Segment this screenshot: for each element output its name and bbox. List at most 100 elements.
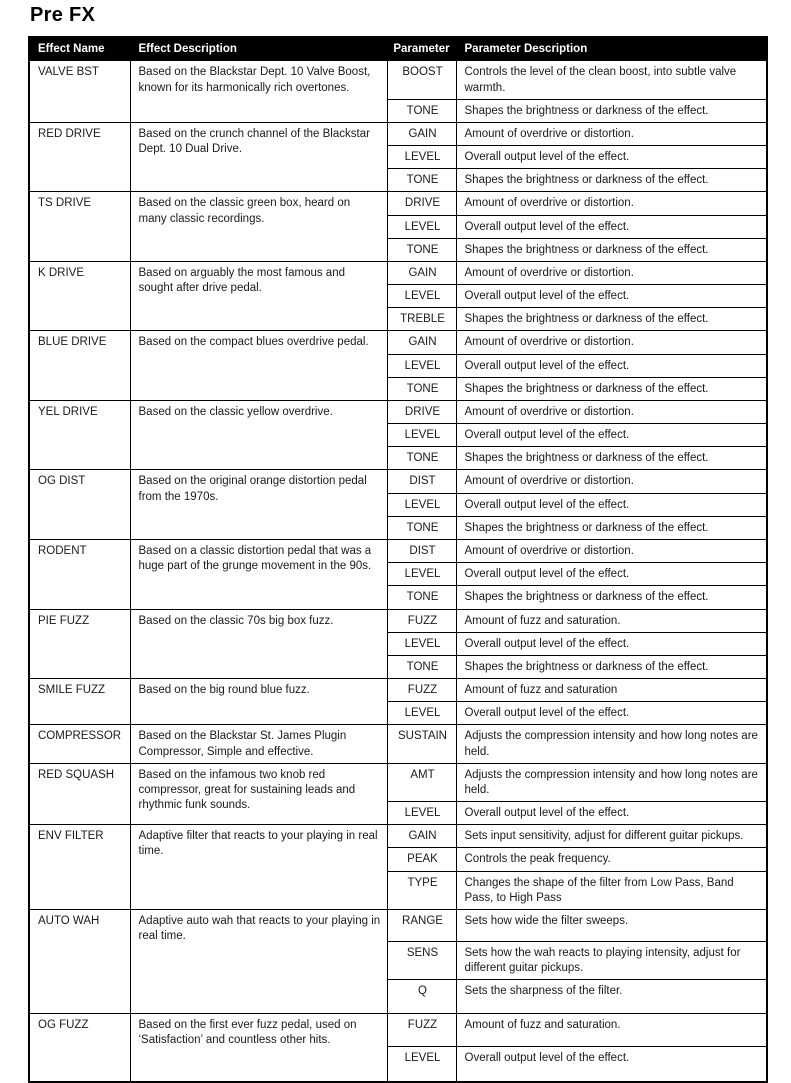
- table-row: OG FUZZ Based on the first ever fuzz peda…: [28, 1013, 768, 1083]
- parameter-description-cell: Amount of overdrive or distortion.: [455, 260, 768, 286]
- table-row: SMILE FUZZ Based on the big round blue fu…: [28, 678, 768, 726]
- effect-description-cell: Based on the Blackstar St. James Plugin …: [129, 724, 388, 764]
- column-header-effect-description: Effect Description: [129, 36, 388, 62]
- parameter-cell: GAIN: [386, 824, 457, 849]
- parameter-cell: TREBLE: [386, 307, 457, 332]
- parameter-description-cell: Shapes the brightness or darkness of the…: [455, 585, 768, 610]
- effect-description-cell: Based on the classic green box, heard on…: [129, 191, 388, 262]
- column-header-parameter: Parameter: [386, 36, 457, 62]
- table-row: SENS Sets how the wah reacts to playing i…: [29, 940, 768, 981]
- parameter-cell: TYPE: [386, 870, 457, 910]
- table-row: TYPE Changes the shape of the filter from…: [29, 870, 768, 910]
- table-row: TONE Shapes the brightness or darkness of…: [29, 585, 768, 610]
- effect-name-cell: SMILE FUZZ: [28, 678, 131, 726]
- table-row: LEVEL Overall output level of the effect.: [29, 562, 768, 587]
- column-header-effect-name: Effect Name: [28, 36, 131, 62]
- table-row: LEVEL Overall output level of the effect.: [29, 1046, 768, 1083]
- parameter-description-cell: Overall output level of the effect.: [455, 701, 768, 726]
- parameter-cell: TONE: [386, 446, 457, 471]
- effect-description-cell: Based on the original orange distortion …: [129, 469, 388, 540]
- effect-description-cell: Based on the compact blues overdrive ped…: [129, 330, 388, 401]
- parameter-description-cell: Amount of overdrive or distortion.: [455, 469, 768, 494]
- parameter-description-cell: Sets the sharpness of the filter.: [455, 979, 768, 1015]
- table-row: RODENT Based on a classic distortion peda…: [28, 538, 768, 610]
- table-row: BLUE DRIVE Based on the compact blues ove…: [28, 330, 768, 401]
- table-row: LEVEL Overall output level of the effect.: [29, 423, 768, 448]
- parameter-cell: Q: [386, 979, 457, 1015]
- parameter-description-cell: Amount of overdrive or distortion.: [455, 121, 768, 147]
- effect-description-cell: Based on the first ever fuzz pedal, used…: [129, 1013, 388, 1083]
- table-header-row: Effect Name Effect Description Parameter…: [28, 36, 768, 62]
- parameter-description-cell: Overall output level of the effect.: [455, 631, 768, 656]
- parameter-description-cell: Overall output level of the effect.: [455, 1046, 768, 1083]
- parameter-cell: TONE: [386, 168, 457, 193]
- parameter-cell: BOOST: [386, 60, 457, 100]
- parameter-description-cell: Overall output level of the effect.: [455, 214, 768, 239]
- effect-name-cell: ENV FILTER: [28, 824, 131, 910]
- table-row: AUTO WAH Adaptive auto wah that reacts to…: [28, 908, 768, 1015]
- parameter-description-cell: Shapes the brightness or darkness of the…: [455, 168, 768, 193]
- parameter-cell: LEVEL: [386, 353, 457, 378]
- parameter-cell: LEVEL: [386, 284, 457, 309]
- parameter-cell: LEVEL: [386, 631, 457, 656]
- effect-description-cell: Based on the Blackstar Dept. 10 Valve Bo…: [129, 60, 388, 123]
- table-row: TONE Shapes the brightness or darkness of…: [29, 98, 768, 123]
- effect-name-cell: TS DRIVE: [28, 191, 131, 262]
- table-row: TONE Shapes the brightness or darkness of…: [29, 168, 768, 193]
- page-title: Pre FX: [30, 4, 96, 26]
- parameter-description-cell: Sets how the wah reacts to playing inten…: [455, 940, 768, 981]
- table-row: LEVEL Overall output level of the effect.: [29, 214, 768, 239]
- parameter-description-cell: Shapes the brightness or darkness of the…: [455, 446, 768, 471]
- parameter-description-cell: Controls the peak frequency.: [455, 847, 768, 872]
- parameter-description-cell: Changes the shape of the filter from Low…: [455, 870, 768, 910]
- parameter-cell: LEVEL: [386, 492, 457, 517]
- parameter-description-cell: Adjusts the compression intensity and ho…: [455, 762, 768, 803]
- effect-description-cell: Based on the classic 70s big box fuzz.: [129, 608, 388, 680]
- parameter-cell: FUZZ: [386, 1013, 457, 1048]
- parameter-cell: LEVEL: [386, 801, 457, 826]
- table-row: COMPRESSOR Based on the Blackstar St. Jam…: [28, 724, 768, 764]
- effect-name-cell: RED SQUASH: [28, 762, 131, 826]
- parameter-description-cell: Sets input sensitivity, adjust for diffe…: [455, 824, 768, 849]
- parameter-description-cell: Sets how wide the filter sweeps.: [455, 908, 768, 942]
- table-row: RED SQUASH Based on the infamous two knob…: [28, 762, 768, 826]
- table-row: OG DIST Based on the original orange dist…: [28, 469, 768, 540]
- parameter-cell: SENS: [386, 940, 457, 981]
- parameter-cell: LEVEL: [386, 145, 457, 170]
- table-row: LEVEL Overall output level of the effect.: [29, 353, 768, 378]
- parameter-cell: GAIN: [386, 260, 457, 286]
- parameter-description-cell: Overall output level of the effect.: [455, 423, 768, 448]
- parameter-description-cell: Overall output level of the effect.: [455, 492, 768, 517]
- parameter-description-cell: Overall output level of the effect.: [455, 801, 768, 826]
- effect-description-cell: Based on the big round blue fuzz.: [129, 678, 388, 726]
- parameter-cell: FUZZ: [386, 678, 457, 703]
- effect-name-cell: BLUE DRIVE: [28, 330, 131, 401]
- effect-description-cell: Based on the crunch channel of the Black…: [129, 121, 388, 193]
- parameter-cell: GAIN: [386, 330, 457, 355]
- parameter-cell: TONE: [386, 585, 457, 610]
- parameter-cell: TONE: [386, 98, 457, 123]
- parameter-description-cell: Shapes the brightness or darkness of the…: [455, 515, 768, 540]
- effect-description-cell: Adaptive filter that reacts to your play…: [129, 824, 388, 910]
- parameter-cell: RANGE: [386, 908, 457, 942]
- parameter-description-cell: Amount of fuzz and saturation: [455, 678, 768, 703]
- parameter-cell: TONE: [386, 376, 457, 401]
- parameter-description-cell: Overall output level of the effect.: [455, 562, 768, 587]
- effect-description-cell: Based on the infamous two knob red compr…: [129, 762, 388, 826]
- parameter-cell: GAIN: [386, 121, 457, 147]
- effect-name-cell: RED DRIVE: [28, 121, 131, 193]
- table-row: ENV FILTER Adaptive filter that reacts to…: [28, 824, 768, 910]
- parameter-cell: AMT: [386, 762, 457, 803]
- parameter-cell: LEVEL: [386, 562, 457, 587]
- parameter-description-cell: Shapes the brightness or darkness of the…: [455, 307, 768, 332]
- effect-name-cell: YEL DRIVE: [28, 399, 131, 471]
- parameter-cell: LEVEL: [386, 701, 457, 726]
- parameter-cell: LEVEL: [386, 214, 457, 239]
- table-row: K DRIVE Based on arguably the most famous…: [28, 260, 768, 332]
- parameter-description-cell: Amount of overdrive or distortion.: [455, 191, 768, 216]
- parameter-description-cell: Amount of fuzz and saturation.: [455, 1013, 768, 1048]
- table-row: VALVE BST Based on the Blackstar Dept. 10…: [28, 60, 768, 123]
- table-row: LEVEL Overall output level of the effect.: [29, 284, 768, 309]
- effect-name-cell: VALVE BST: [28, 60, 131, 123]
